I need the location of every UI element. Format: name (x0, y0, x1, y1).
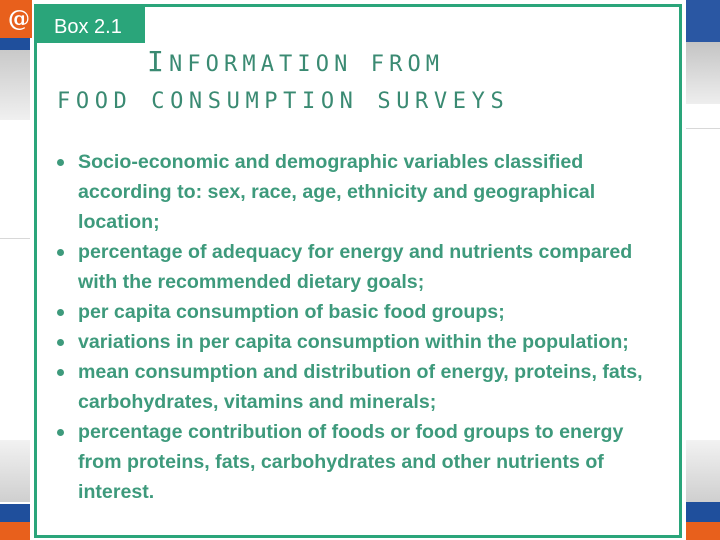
bullet-icon (57, 429, 64, 436)
slide-rule-right (686, 128, 720, 129)
list-item-text: mean consumption and distribution of ene… (78, 361, 643, 413)
box-title-line-2: FOOD CONSUMPTION SURVEYS (57, 89, 510, 114)
bullet-icon (57, 159, 64, 166)
list-item: percentage contribution of foods or food… (57, 417, 667, 507)
slide-rule-left (0, 238, 30, 239)
box-title-line-1: INFORMATION FROM (57, 45, 657, 82)
list-item: percentage of adequacy for energy and nu… (57, 237, 667, 297)
slide-header-bar-left (0, 38, 30, 50)
list-item: mean consumption and distribution of ene… (57, 357, 667, 417)
slide-footer-accent-right (686, 522, 720, 540)
slide-header-bar-right (686, 0, 720, 42)
circle-logo-icon: @ (8, 6, 30, 32)
info-box: Box 2.1 INFORMATION FROM FOOD CONSUMPTIO… (34, 4, 682, 538)
box-title-line-1-rest: NFORMATION FROM (168, 52, 445, 77)
list-item-text: percentage contribution of foods or food… (78, 421, 624, 503)
box-label: Box 2.1 (37, 7, 145, 43)
slide-footer-gradient-right (686, 440, 720, 502)
slide-footer-accent-left (0, 522, 30, 540)
slide-gradient-right (686, 42, 720, 104)
bullet-icon (57, 309, 64, 316)
box-title: INFORMATION FROM FOOD CONSUMPTION SURVEY… (57, 45, 657, 122)
bullet-list: Socio-economic and demographic variables… (57, 147, 667, 507)
list-item: per capita consumption of basic food gro… (57, 297, 667, 327)
slide-logo: @ (0, 0, 32, 38)
slide-gradient-left (0, 50, 30, 120)
bullet-icon (57, 339, 64, 346)
list-item-text: per capita consumption of basic food gro… (78, 301, 505, 323)
slide-footer-gradient-left (0, 440, 30, 502)
list-item-text: Socio-economic and demographic variables… (78, 151, 596, 233)
box-title-initial: I (147, 45, 169, 78)
list-item: variations in per capita consumption wit… (57, 327, 667, 357)
list-item-text: variations in per capita consumption wit… (78, 331, 629, 353)
list-item: Socio-economic and demographic variables… (57, 147, 667, 237)
bullet-icon (57, 249, 64, 256)
bullet-icon (57, 369, 64, 376)
list-item-text: percentage of adequacy for energy and nu… (78, 241, 633, 293)
